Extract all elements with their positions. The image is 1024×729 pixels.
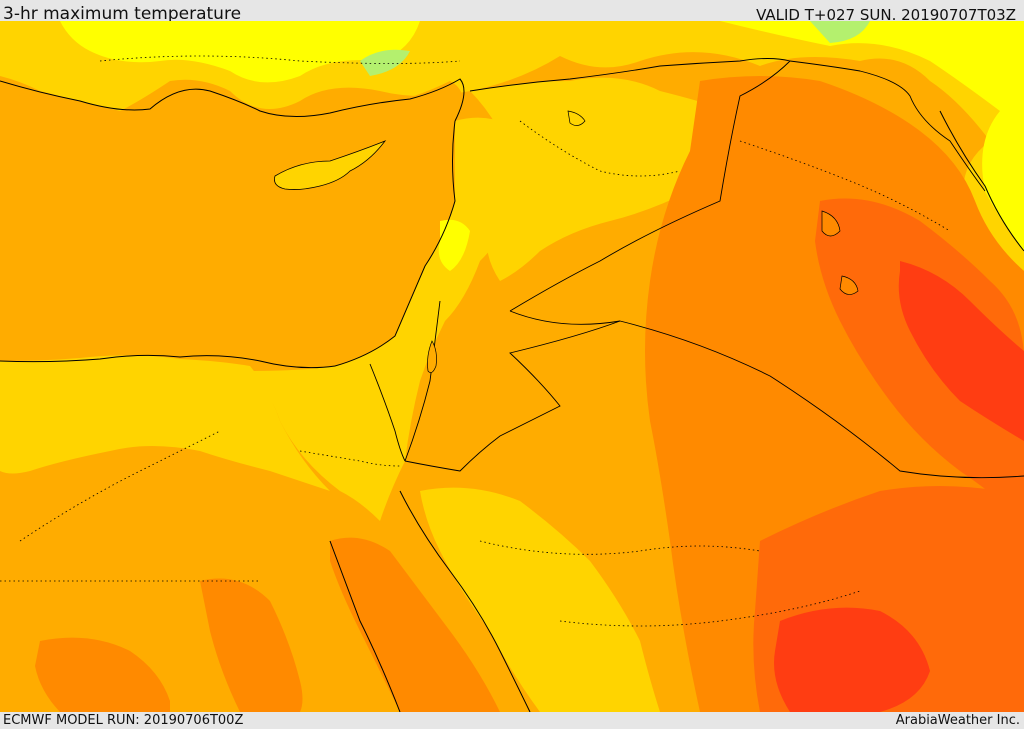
temp-zone-egypt-pocket	[35, 637, 170, 712]
temp-zone-saudi-hottest	[774, 607, 930, 712]
admin-boundary-turkey	[99, 55, 461, 64]
cyprus-island	[274, 140, 387, 190]
temp-zone-egypt-yellow	[0, 355, 330, 491]
temp-zone-green-patch-1	[360, 49, 410, 76]
temp-zone-iraq-hottest	[898, 261, 1024, 441]
coastline-redsea-west	[329, 540, 401, 712]
temp-zone-north-bright-yellow	[60, 21, 420, 83]
footer-bar: ECMWF MODEL RUN: 20190706T00Z ArabiaWeat…	[0, 712, 1024, 729]
assad-lake	[567, 110, 586, 126]
coastline-egypt	[0, 354, 336, 369]
map-title: 3-hr maximum temperature	[3, 4, 242, 24]
temp-zone-levant-bright	[438, 219, 470, 271]
temp-zone-syria-yellow	[470, 77, 730, 281]
admin-boundary-saudi-1	[479, 540, 761, 555]
valid-time: VALID T+027 SUN. 20190707T03Z	[756, 6, 1016, 24]
coastline-persian-gulf	[939, 110, 1024, 252]
iraq-lake-1	[821, 210, 841, 237]
admin-boundary-iraq	[739, 140, 951, 232]
mediterranean-sea	[0, 81, 464, 376]
border-syria-iraq	[509, 60, 791, 312]
header-bar: 3-hr maximum temperature VALID T+027 SUN…	[0, 0, 1024, 24]
admin-boundary-egypt	[19, 430, 221, 542]
temperature-map	[0, 21, 1024, 712]
border-iraq-iran	[789, 60, 986, 192]
admin-boundary-saudi-2	[559, 590, 861, 627]
temp-zone-iraq-hot	[815, 198, 1024, 521]
border-jordan-israel	[404, 300, 441, 462]
temp-zone-green-patch-2	[810, 21, 870, 43]
iraq-lake-2	[839, 275, 859, 295]
dead-sea-lake	[427, 340, 437, 373]
border-jordan-saudi	[509, 310, 1024, 479]
border-egypt-israel	[369, 363, 406, 462]
temp-zone-north-yellow	[0, 21, 1024, 271]
coastline-levant	[334, 120, 456, 367]
temp-zone-saudi-west-yellow	[420, 487, 660, 712]
temp-zone-redsea-orange	[330, 537, 500, 712]
temp-zone-egypt-orange	[200, 578, 303, 712]
border-jordan-saudi-south	[404, 320, 621, 472]
coastline-north	[0, 78, 465, 122]
credit-label: ArabiaWeather Inc.	[895, 713, 1020, 728]
temp-zone-northeast-bright-yellow	[720, 21, 1024, 251]
model-run-label: ECMWF MODEL RUN: 20190706T00Z	[3, 713, 244, 728]
coastline-redsea-east	[399, 490, 531, 712]
temp-zone-levant-yellow	[250, 117, 530, 522]
border-syria-turkey	[469, 58, 791, 92]
